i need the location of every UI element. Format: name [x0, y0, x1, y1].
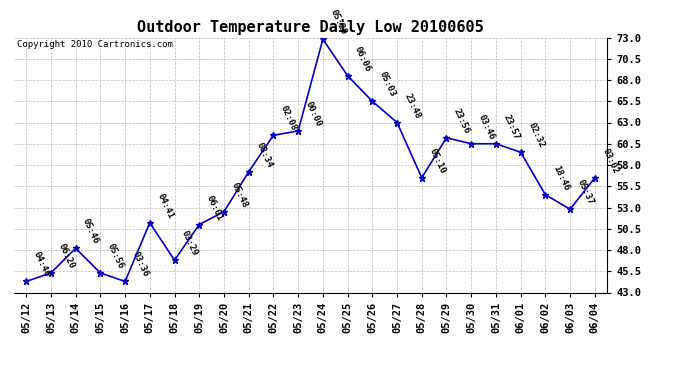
Text: 05:46: 05:46: [81, 217, 101, 246]
Text: 03:36: 03:36: [130, 251, 150, 279]
Text: 02:08: 02:08: [279, 104, 299, 132]
Text: 05:56: 05:56: [106, 242, 126, 270]
Text: 06:20: 06:20: [57, 242, 76, 270]
Text: 05:37: 05:37: [575, 178, 595, 206]
Title: Outdoor Temperature Daily Low 20100605: Outdoor Temperature Daily Low 20100605: [137, 19, 484, 35]
Text: 03:46: 03:46: [477, 113, 496, 141]
Text: 23:48: 23:48: [402, 92, 422, 120]
Text: 06:06: 06:06: [353, 45, 373, 73]
Text: 06:01: 06:01: [205, 194, 224, 222]
Text: 05:20: 05:20: [328, 8, 348, 36]
Text: 04:41: 04:41: [155, 192, 175, 220]
Text: 05:03: 05:03: [378, 70, 397, 99]
Text: 02:32: 02:32: [526, 121, 546, 150]
Text: 05:48: 05:48: [230, 181, 249, 209]
Text: 04:46: 04:46: [32, 251, 51, 279]
Text: 05:10: 05:10: [427, 147, 447, 175]
Text: 03:02: 03:02: [600, 147, 620, 175]
Text: Copyright 2010 Cartronics.com: Copyright 2010 Cartronics.com: [17, 40, 172, 49]
Text: 23:56: 23:56: [452, 107, 471, 135]
Text: 03:29: 03:29: [180, 229, 199, 257]
Text: 18:46: 18:46: [551, 164, 571, 192]
Text: 23:57: 23:57: [502, 113, 521, 141]
Text: 08:34: 08:34: [254, 141, 274, 169]
Text: 00:00: 00:00: [304, 100, 323, 128]
